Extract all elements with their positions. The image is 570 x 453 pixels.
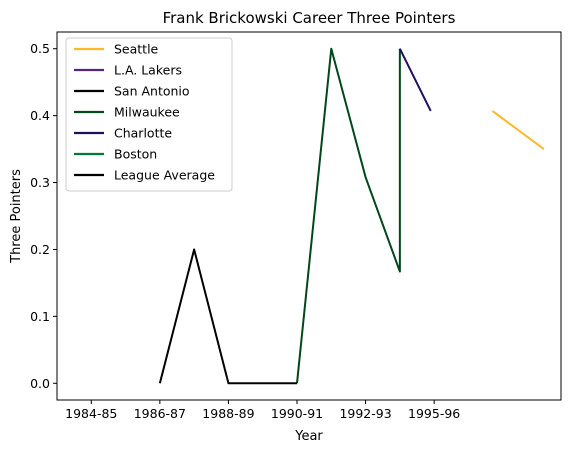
y-tick-label: 0.0 [30, 376, 50, 391]
series-line-3 [296, 47, 401, 384]
legend-label-1: L.A. Lakers [114, 63, 182, 78]
x-tick-label: 1986-87 [134, 406, 186, 421]
y-tick-label: 0.4 [30, 108, 50, 123]
legend-label-0: Seattle [114, 42, 159, 57]
y-axis-label: Three Pointers [9, 169, 24, 264]
legend-label-6: League Average [114, 168, 215, 183]
y-tick-label: 0.1 [30, 309, 50, 324]
x-tick-label: 1990-91 [271, 406, 323, 421]
series-line-0 [491, 110, 545, 150]
series-line-6 [158, 248, 297, 385]
x-tick-label: 1995-96 [408, 406, 460, 421]
x-tick-label: 1992-93 [339, 406, 391, 421]
legend-label-2: San Antonio [114, 84, 190, 99]
axes: 1984-85 1986-87 1988-89 1990-91 1992-93 1995-… [30, 31, 562, 421]
x-axis-label: Year [294, 429, 323, 444]
legend-label-5: Boston [114, 147, 157, 162]
legend: Seattle L.A. Lakers San Antonio Milwaukee Ch… [65, 37, 233, 192]
legend-label-3: Milwaukee [114, 105, 180, 120]
x-tick-label: 1984-85 [65, 406, 117, 421]
legend-label-4: Charlotte [114, 126, 172, 141]
plot-area [158, 47, 545, 385]
legend-box [65, 37, 233, 192]
series-line-4 [398, 48, 432, 112]
y-tick-label: 0.2 [30, 242, 50, 257]
x-tick-label: 1988-89 [202, 406, 254, 421]
chart-title: Frank Brickowski Career Three Pointers [163, 9, 456, 27]
y-tick-label: 0.3 [30, 175, 50, 190]
plot-frame [56, 31, 562, 401]
y-tick-label: 0.5 [30, 41, 50, 56]
